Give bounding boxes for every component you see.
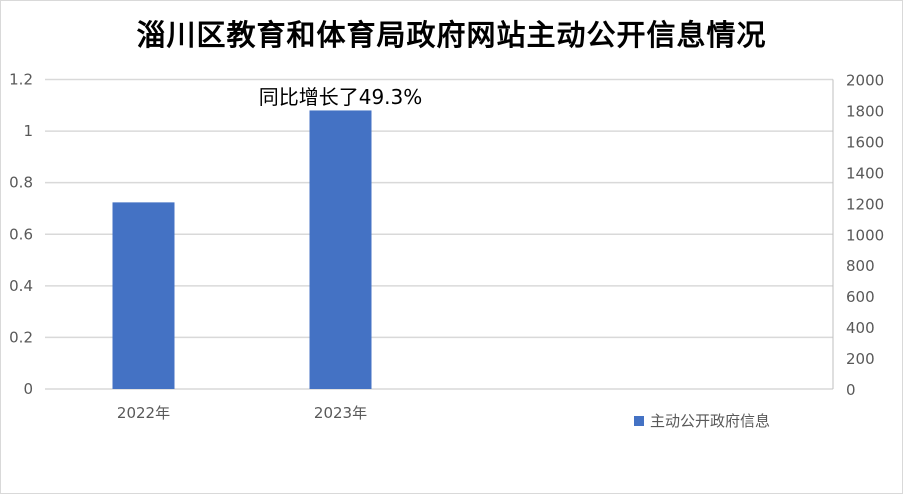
left-axis-tick: 0.4 [9, 277, 33, 295]
left-axis-tick: 1 [23, 122, 33, 140]
left-axis-tick: 0.8 [9, 174, 33, 192]
x-axis-tick: 2022年 [117, 404, 170, 422]
left-axis-tick: 1.2 [9, 71, 33, 89]
left-axis-tick: 0 [23, 380, 33, 398]
legend-swatch [634, 416, 644, 426]
right-axis-tick: 1600 [846, 133, 884, 151]
right-axis-tick: 1200 [846, 195, 884, 213]
legend-label: 主动公开政府信息 [650, 412, 770, 430]
x-axis-tick: 2023年 [314, 404, 367, 422]
right-axis-tick: 1400 [846, 164, 884, 182]
right-axis-tick: 0 [846, 381, 856, 399]
bar [309, 110, 372, 389]
left-axis-tick: 0.2 [9, 328, 33, 346]
right-axis-tick: 600 [846, 288, 875, 306]
right-axis-tick: 400 [846, 319, 875, 337]
right-axis-tick: 800 [846, 257, 875, 275]
right-axis-tick: 1000 [846, 226, 884, 244]
right-axis-tick: 200 [846, 350, 875, 368]
right-axis-tick: 1800 [846, 102, 884, 120]
right-axis-tick: 2000 [846, 72, 884, 90]
growth-annotation: 同比增长了49.3% [259, 85, 423, 109]
chart-title: 淄川区教育和体育局政府网站主动公开信息情况 [136, 18, 767, 52]
bar [112, 202, 175, 389]
left-axis-tick: 0.6 [9, 225, 33, 243]
